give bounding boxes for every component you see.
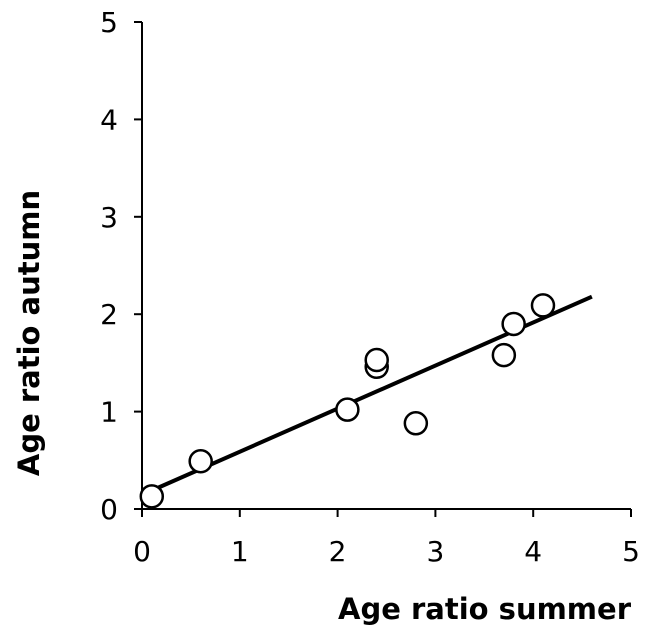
y-axis-ticks: 0 1 2 3 4 5: [100, 6, 142, 526]
y-tick-label: 2: [100, 298, 118, 331]
data-point: [188, 449, 213, 474]
data-point: [491, 342, 517, 368]
data-point: [335, 397, 360, 422]
data-point: [364, 347, 389, 373]
y-tick-label: 1: [100, 396, 118, 429]
data-points: [139, 293, 556, 509]
x-tick-label: 5: [622, 535, 640, 568]
x-axis-ticks: 0 1 2 3 4 5: [133, 509, 640, 568]
y-tick-label: 0: [100, 493, 118, 526]
data-point: [501, 311, 526, 337]
x-tick-label: 3: [426, 535, 444, 568]
trendline: [150, 294, 593, 493]
x-tick-label: 4: [524, 535, 542, 568]
data-point: [530, 293, 556, 318]
y-tick-label: 3: [100, 201, 118, 234]
data-point: [139, 484, 165, 509]
x-tick-label: 2: [329, 535, 347, 568]
x-axis: 0 1 2 3 4 5: [133, 508, 640, 568]
y-axis: 0 1 2 3 4 5: [100, 6, 143, 526]
y-axis-title: Age ratio autumn: [12, 190, 46, 476]
x-tick-label: 1: [231, 535, 249, 568]
y-tick-label: 5: [100, 6, 118, 39]
x-tick-label: 0: [133, 535, 151, 568]
x-axis-title: Age ratio summer: [338, 592, 632, 626]
trendline-group: [150, 294, 593, 493]
data-point: [403, 411, 429, 436]
y-tick-label: 4: [100, 103, 118, 136]
